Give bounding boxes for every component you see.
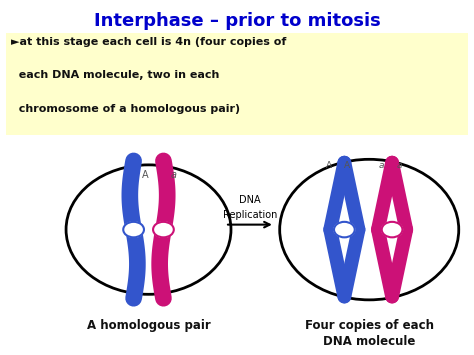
Text: Interphase – prior to mitosis: Interphase – prior to mitosis <box>94 12 380 30</box>
Text: Four copies of each: Four copies of each <box>305 319 434 332</box>
Circle shape <box>334 222 355 237</box>
Text: each DNA molecule, two in each: each DNA molecule, two in each <box>11 70 219 80</box>
Text: chromosome of a homologous pair): chromosome of a homologous pair) <box>11 104 240 114</box>
Text: a: a <box>378 161 384 170</box>
FancyBboxPatch shape <box>6 33 468 135</box>
Text: A homologous pair: A homologous pair <box>87 319 210 332</box>
Text: DNA molecule: DNA molecule <box>323 335 415 348</box>
Circle shape <box>382 222 402 237</box>
Text: ►at this stage each cell is 4n (four copies of: ►at this stage each cell is 4n (four cop… <box>11 37 286 47</box>
Circle shape <box>123 222 144 237</box>
Text: a: a <box>171 170 176 180</box>
Text: A: A <box>142 170 149 180</box>
Text: a: a <box>396 161 402 170</box>
Text: A: A <box>327 161 333 170</box>
Text: DNA: DNA <box>239 195 261 205</box>
Ellipse shape <box>280 159 459 300</box>
Text: Replication: Replication <box>223 210 277 220</box>
Text: A: A <box>344 161 350 170</box>
Ellipse shape <box>66 165 231 294</box>
Circle shape <box>153 222 174 237</box>
